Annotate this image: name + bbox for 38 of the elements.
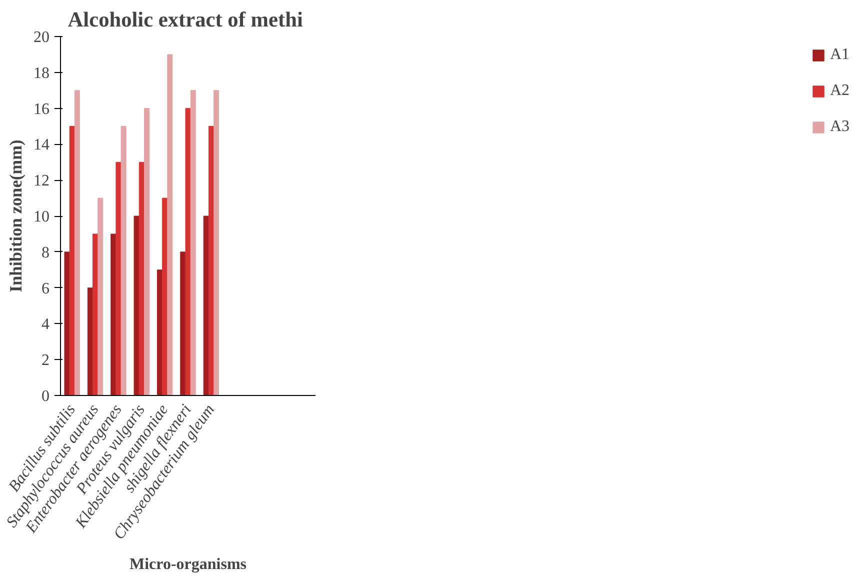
bar (185, 108, 191, 396)
bar (69, 126, 75, 396)
y-tick-label: 0 (42, 388, 50, 405)
chart-title: Alcoholic extract of methi (68, 8, 303, 32)
legend-label: A3 (830, 118, 850, 136)
legend-label: A1 (830, 46, 850, 64)
bar (190, 90, 196, 396)
y-tick-label: 10 (34, 208, 50, 226)
bar (203, 216, 209, 396)
y-tick-label: 2 (42, 352, 50, 370)
bar (144, 108, 150, 396)
bar (162, 198, 168, 396)
bar (74, 90, 80, 396)
legend-label: A2 (830, 82, 850, 100)
y-axis-title: Inhibition zone(mm) (6, 139, 26, 292)
bar (180, 252, 186, 396)
bar (92, 234, 98, 396)
bar (156, 270, 162, 396)
bar (134, 216, 140, 396)
bar (110, 234, 116, 396)
bar (64, 252, 70, 396)
y-tick-label: 6 (42, 280, 50, 298)
bar (87, 288, 93, 396)
y-tick-label: 4 (42, 316, 50, 334)
y-tick-label: 16 (34, 100, 50, 118)
bar (167, 54, 173, 396)
x-axis-title: Micro-organisms (129, 556, 247, 573)
y-tick-label: 12 (34, 172, 50, 190)
bar (120, 126, 126, 396)
bar (208, 126, 214, 396)
y-tick-label: 18 (34, 64, 50, 82)
y-tick-label: 8 (42, 244, 50, 262)
y-tick-label: 20 (34, 29, 50, 46)
y-tick-label: 14 (34, 136, 50, 154)
bar (214, 90, 220, 396)
bar (138, 162, 144, 396)
bar (116, 162, 122, 396)
bar (98, 198, 104, 396)
